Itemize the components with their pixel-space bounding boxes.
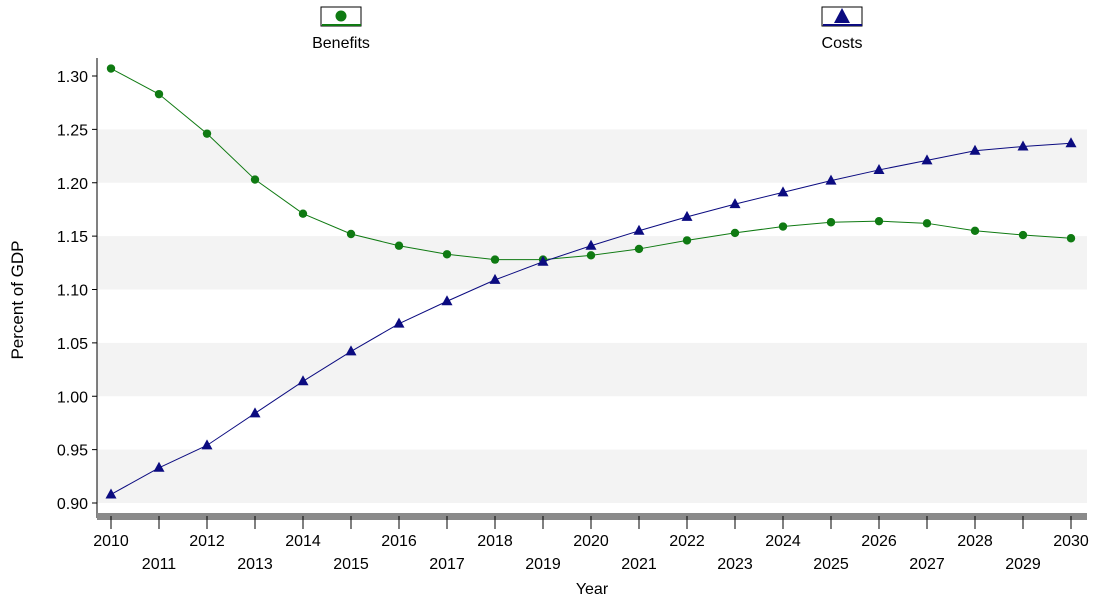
y-tick-label: 1.25 bbox=[57, 122, 88, 139]
series-benefits bbox=[106, 64, 1076, 264]
data-point bbox=[249, 407, 261, 418]
background-bands bbox=[97, 58, 1087, 510]
data-point bbox=[345, 345, 357, 356]
data-point bbox=[634, 244, 644, 254]
x-tick-label: 2024 bbox=[765, 533, 801, 550]
data-point bbox=[1018, 230, 1028, 240]
y-tick-label: 1.05 bbox=[57, 336, 88, 353]
y-axis: 0.90 0.95 1.00 1.05 1.10 1.15 1.20 1.25 1.30 bbox=[57, 58, 98, 518]
data-point bbox=[633, 224, 645, 235]
data-point bbox=[826, 218, 836, 227]
data-point bbox=[730, 228, 740, 238]
y-tick-label: 1.00 bbox=[57, 389, 88, 406]
x-tick-label: 2023 bbox=[717, 556, 753, 573]
y-tick-label: 0.95 bbox=[57, 443, 88, 460]
data-point bbox=[1065, 137, 1077, 148]
legend-label: Benefits bbox=[312, 35, 370, 52]
x-tick-label: 2014 bbox=[285, 533, 321, 550]
data-point bbox=[586, 251, 596, 260]
x-tick-label: 2016 bbox=[381, 533, 417, 550]
y-axis-title: Percent of GDP bbox=[8, 240, 27, 359]
data-point bbox=[922, 219, 932, 228]
data-point bbox=[106, 64, 116, 73]
data-point bbox=[105, 488, 117, 499]
x-tick-label: 2013 bbox=[237, 556, 273, 573]
data-point bbox=[250, 175, 260, 184]
series-layer bbox=[105, 64, 1077, 499]
data-point bbox=[442, 250, 452, 259]
x-tick-label: 2027 bbox=[909, 556, 945, 573]
data-point bbox=[153, 461, 165, 472]
legend: Benefits Costs bbox=[312, 6, 863, 52]
y-tick-label: 1.15 bbox=[57, 229, 88, 246]
x-tick-label: 2015 bbox=[333, 556, 369, 573]
series-costs bbox=[105, 137, 1077, 499]
data-point bbox=[537, 255, 549, 266]
data-point bbox=[298, 209, 308, 218]
data-point bbox=[874, 216, 884, 226]
y-tick-label: 1.20 bbox=[57, 176, 88, 193]
legend-marker-triangle bbox=[834, 8, 850, 23]
x-tick-label: 2030 bbox=[1053, 533, 1089, 550]
data-point bbox=[394, 241, 404, 250]
x-tick-label: 2010 bbox=[93, 533, 129, 550]
data-point bbox=[921, 154, 933, 165]
background-band bbox=[97, 342, 1087, 397]
data-point bbox=[778, 222, 788, 231]
x-tick-label: 2019 bbox=[525, 556, 561, 573]
data-point bbox=[729, 198, 741, 209]
data-point bbox=[681, 210, 693, 221]
x-axis: 2010 2011 2012 2013 2014 2015 2016 2017 2018 2019… bbox=[93, 513, 1089, 573]
legend-label: Costs bbox=[822, 35, 863, 52]
data-point bbox=[873, 163, 885, 174]
y-tick-label: 1.30 bbox=[57, 69, 88, 86]
legend-marker-circle bbox=[335, 10, 347, 22]
x-tick-label: 2012 bbox=[189, 533, 225, 550]
x-axis-title: Year bbox=[576, 581, 609, 598]
y-tick-label: 1.10 bbox=[57, 283, 88, 300]
data-point bbox=[682, 236, 692, 245]
x-tick-label: 2028 bbox=[957, 533, 993, 550]
background-band bbox=[97, 129, 1087, 183]
data-point bbox=[585, 239, 597, 250]
data-point bbox=[825, 174, 837, 185]
x-tick-label: 2018 bbox=[477, 533, 513, 550]
x-tick-label: 2011 bbox=[142, 556, 177, 573]
data-point bbox=[346, 229, 356, 239]
x-tick-label: 2022 bbox=[669, 533, 705, 550]
data-point bbox=[970, 226, 980, 235]
data-point bbox=[969, 144, 981, 155]
x-tick-label: 2021 bbox=[621, 556, 657, 573]
x-tick-label: 2026 bbox=[861, 533, 897, 550]
data-point bbox=[393, 317, 405, 328]
x-tick-label: 2017 bbox=[429, 556, 465, 573]
x-tick-label: 2025 bbox=[813, 556, 849, 573]
legend-item-benefits: Benefits bbox=[312, 6, 370, 52]
data-point bbox=[202, 129, 212, 138]
y-tick-label: 0.90 bbox=[57, 496, 88, 513]
data-point bbox=[489, 273, 501, 284]
data-point bbox=[1017, 140, 1029, 151]
background-band bbox=[97, 449, 1087, 503]
data-point bbox=[777, 186, 789, 197]
legend-item-costs: Costs bbox=[821, 6, 863, 52]
data-point bbox=[201, 439, 213, 450]
x-tick-label: 2020 bbox=[573, 533, 609, 550]
data-point bbox=[490, 255, 500, 264]
data-point bbox=[441, 295, 453, 306]
x-axis-bar bbox=[97, 513, 1087, 520]
data-point bbox=[297, 375, 309, 386]
x-tick-label: 2029 bbox=[1005, 556, 1041, 573]
data-point bbox=[154, 89, 164, 99]
data-point bbox=[1066, 234, 1076, 243]
